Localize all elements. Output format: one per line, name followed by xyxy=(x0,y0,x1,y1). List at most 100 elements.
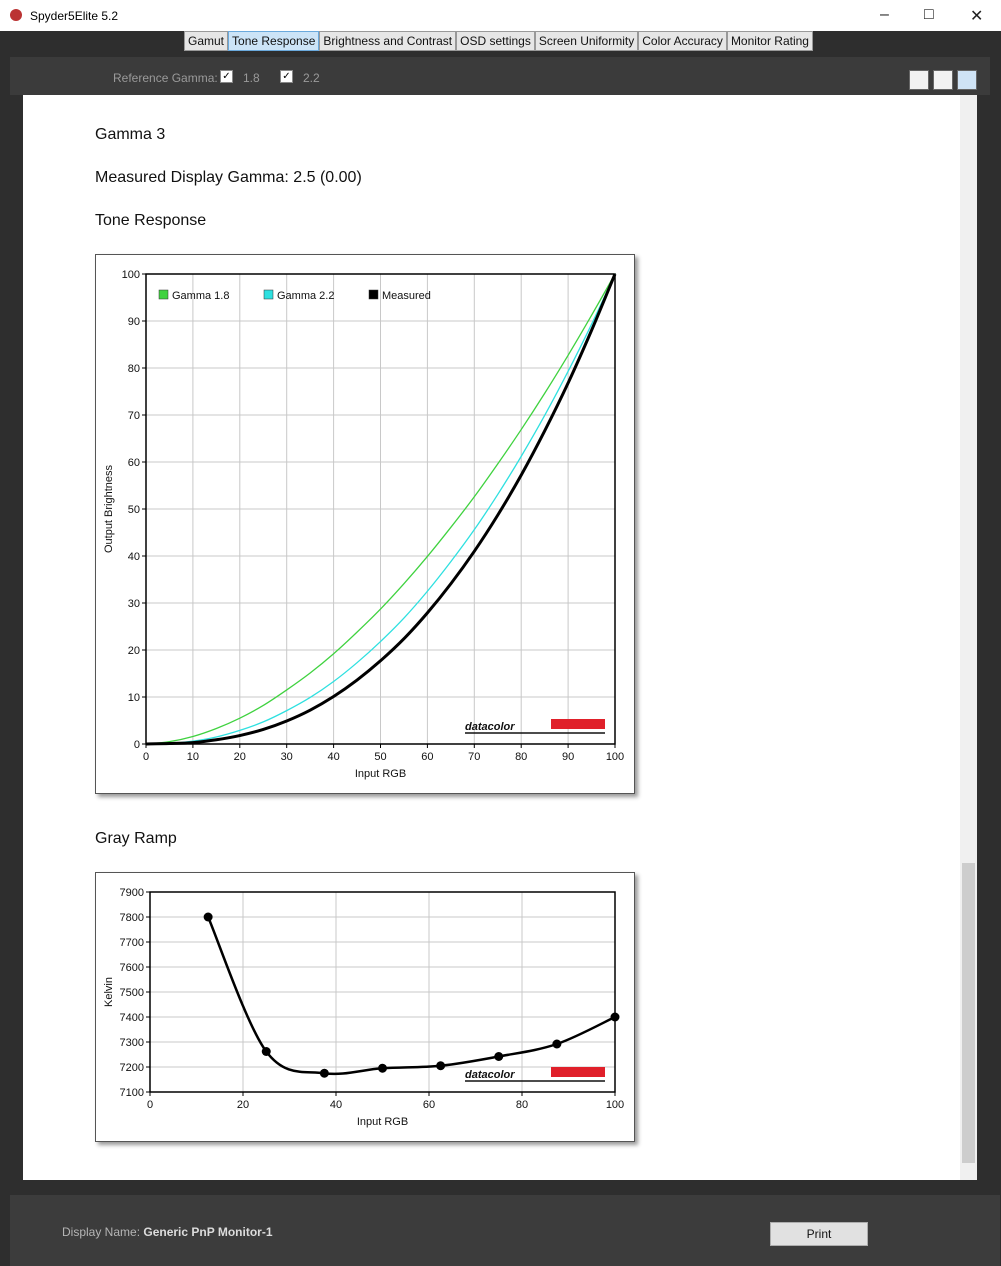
watermark-bar xyxy=(551,719,605,729)
y-axis-label: Kelvin xyxy=(103,977,115,1007)
checkbox[interactable]: ✓ xyxy=(280,70,293,83)
checkbox[interactable]: ✓ xyxy=(220,70,233,83)
toolbar: Reference Gamma: ✓ 1.8 ✓ 2.2 xyxy=(10,57,990,95)
x-tick-label: 10 xyxy=(187,751,199,763)
watermark: datacolor xyxy=(465,1069,515,1081)
x-tick-label: 30 xyxy=(281,751,293,763)
data-point xyxy=(203,912,213,922)
tab[interactable]: Monitor Rating xyxy=(726,31,813,51)
chart-title: Tone Response xyxy=(95,212,207,229)
heading: Gamma 3 xyxy=(95,126,166,143)
tab[interactable]: Brightness and Contrast xyxy=(319,31,457,51)
tab-bar: Gamut Tone Response Brightness and Contras… xyxy=(184,31,813,51)
y-tick-label: 90 xyxy=(128,316,140,328)
x-tick-label: 100 xyxy=(606,1099,624,1111)
y-tick-label: 7200 xyxy=(120,1062,144,1074)
window-title: Spyder5Elite 5.2 xyxy=(30,9,119,23)
display-value: Generic PnP Monitor-1 xyxy=(143,1225,273,1239)
data-point xyxy=(494,1052,504,1061)
y-axis-label: Output Brightness xyxy=(103,464,115,553)
x-tick-label: 40 xyxy=(330,1099,342,1111)
y-tick-label: 7600 xyxy=(120,962,144,974)
tab[interactable]: Gamut xyxy=(184,31,229,51)
x-tick-label: 20 xyxy=(234,751,246,763)
tab[interactable]: Tone Response xyxy=(228,31,320,51)
data-line xyxy=(206,916,616,1076)
y-tick-label: 20 xyxy=(128,645,140,657)
y-tick-label: 7300 xyxy=(120,1037,144,1049)
x-tick-label: 40 xyxy=(327,751,339,763)
display-name: Display Name: Generic PnP Monitor-1 xyxy=(62,1225,273,1239)
legend-swatch xyxy=(158,289,169,300)
legend-swatch xyxy=(368,289,379,300)
x-tick-label: 0 xyxy=(147,1099,153,1111)
heading: Measured Display Gamma: 2.5 (0.00) xyxy=(95,169,362,186)
minimize-button[interactable]: – xyxy=(880,6,889,23)
data-point xyxy=(552,1039,562,1049)
title-bar: Spyder5Elite 5.2 – □ ✕ xyxy=(0,0,1001,31)
data-point xyxy=(261,1047,271,1056)
zoom-out-button[interactable] xyxy=(933,70,953,90)
y-tick-label: 50 xyxy=(128,504,140,516)
watermark: datacolor xyxy=(465,721,515,733)
scroll-thumb[interactable] xyxy=(962,863,975,1163)
chart-frame: 0 10 20 30 40 50 60 70 80 90 100 0 10 20 30 40 50 60 70 80 9… xyxy=(95,254,635,794)
x-tick-label: 90 xyxy=(562,751,574,763)
y-tick-label: 10 xyxy=(128,692,140,704)
data-point xyxy=(610,1012,620,1022)
option-label: 2.2 xyxy=(303,71,320,85)
watermark-bar xyxy=(551,1067,605,1077)
data-line xyxy=(145,273,616,745)
y-tick-label: 40 xyxy=(128,551,140,563)
y-tick-label: 7500 xyxy=(120,987,144,999)
legend-label: Measured xyxy=(382,290,431,302)
y-tick-label: 80 xyxy=(128,363,140,375)
chart: 0 10 20 30 40 50 60 70 80 90 100 0 10 20 30 40 50 60 70 80 9… xyxy=(103,269,624,780)
x-tick-label: 80 xyxy=(516,1099,528,1111)
status-bar: Display Name: Generic PnP Monitor-1 Prin… xyxy=(10,1195,1000,1266)
tab[interactable]: OSD settings xyxy=(456,31,535,51)
scrollbar[interactable] xyxy=(960,95,977,1180)
y-tick-label: 7800 xyxy=(120,912,144,924)
x-tick-label: 60 xyxy=(423,1099,435,1111)
y-tick-label: 100 xyxy=(122,269,140,281)
app-icon xyxy=(10,9,22,21)
data-point xyxy=(436,1061,446,1071)
x-tick-label: 70 xyxy=(468,751,480,763)
y-tick-label: 0 xyxy=(134,739,140,751)
data-point xyxy=(378,1063,387,1073)
y-tick-label: 60 xyxy=(128,457,140,469)
y-tick-label: 30 xyxy=(128,598,140,610)
reference-label: Reference Gamma: xyxy=(113,71,218,85)
option-label: 1.8 xyxy=(243,71,260,85)
data-point xyxy=(319,1068,329,1078)
maximize-button[interactable]: □ xyxy=(924,6,934,23)
tab[interactable]: Screen Uniformity xyxy=(534,31,639,51)
close-button[interactable]: ✕ xyxy=(970,8,984,25)
chart-title: Gray Ramp xyxy=(95,830,177,847)
zoom-in-button[interactable] xyxy=(909,70,929,90)
x-tick-label: 100 xyxy=(606,751,624,763)
data-line xyxy=(145,273,617,746)
data-line xyxy=(145,273,616,745)
x-tick-label: 80 xyxy=(515,751,527,763)
legend-swatch xyxy=(263,289,274,300)
y-tick-label: 70 xyxy=(128,410,140,422)
plot-frame xyxy=(145,273,616,745)
y-tick-label: 7400 xyxy=(120,1012,144,1024)
tab[interactable]: Color Accuracy xyxy=(638,31,727,51)
chart: 7100 7200 7300 7400 7500 7600 7700 7800 7900 0 20 4… xyxy=(103,887,624,1128)
legend-label: Gamma 1.8 xyxy=(172,290,229,302)
x-tick-label: 50 xyxy=(374,751,386,763)
plot-frame xyxy=(149,891,616,1093)
display-label: Display Name: xyxy=(62,1225,141,1239)
y-tick-label: 7900 xyxy=(120,887,144,899)
chart-frame: 7100 7200 7300 7400 7500 7600 7700 7800 7900 0 20 4… xyxy=(95,872,635,1142)
print-button[interactable]: Print xyxy=(770,1222,868,1246)
legend-label: Gamma 2.2 xyxy=(277,290,334,302)
zoom-fit-button[interactable] xyxy=(957,70,977,90)
y-tick-label: 7100 xyxy=(120,1087,144,1099)
x-axis-label: Input RGB xyxy=(357,1116,408,1128)
y-tick-label: 7700 xyxy=(120,937,144,949)
